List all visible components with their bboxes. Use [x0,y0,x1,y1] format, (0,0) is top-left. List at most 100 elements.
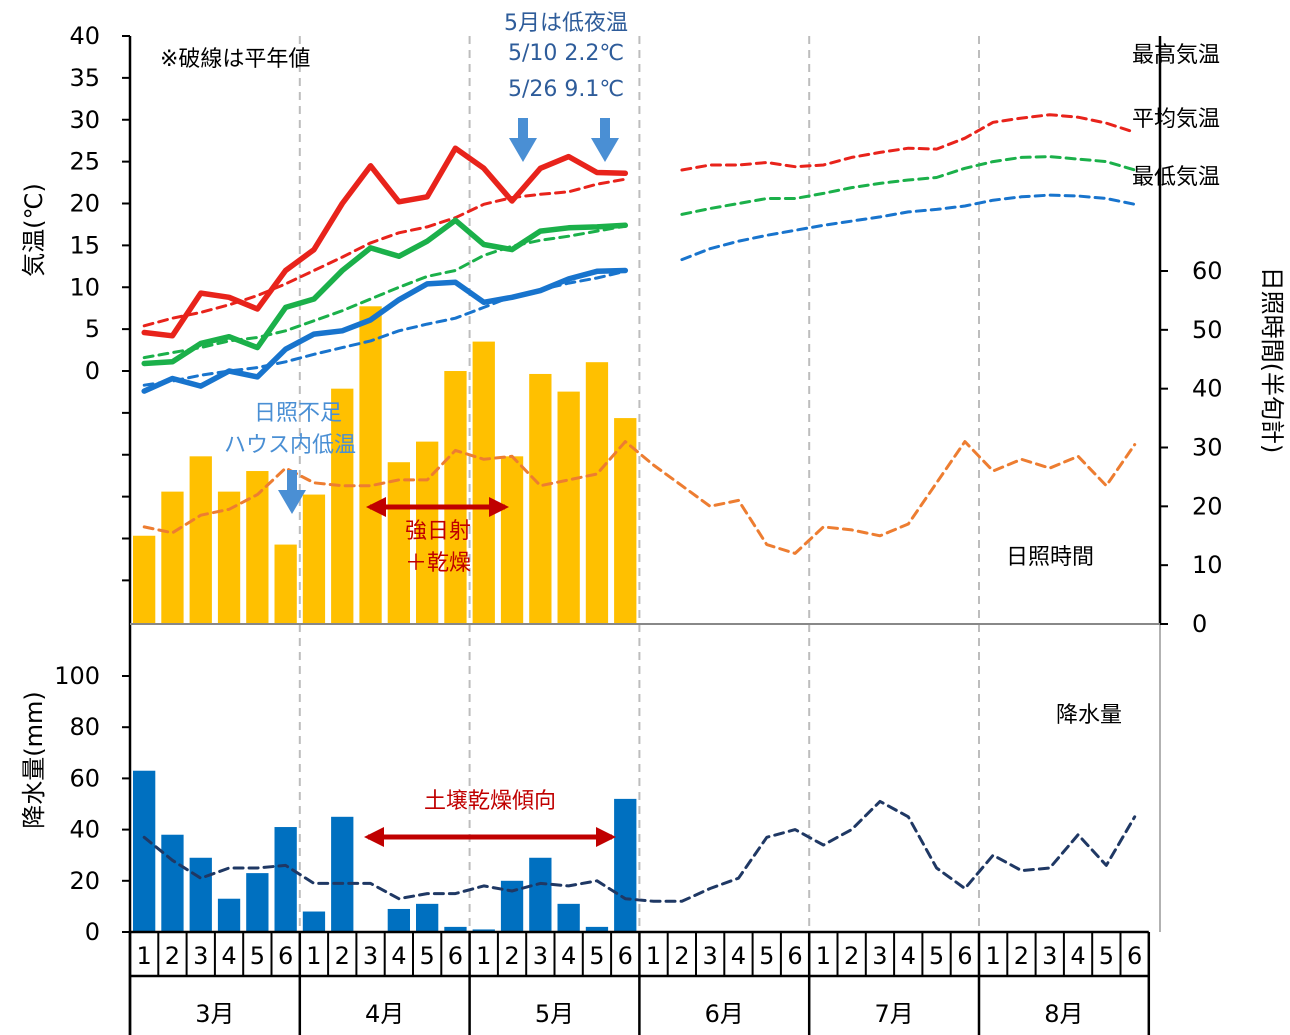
x-period-label: 5 [250,942,265,970]
x-period-label: 3 [703,942,718,970]
temp-tick-label: 20 [69,190,100,218]
x-period-label: 6 [957,942,972,970]
precip-bar [161,834,184,932]
precip-label: 降水量 [1056,703,1122,728]
sunshine-tick-label: 10 [1192,551,1223,579]
x-period-label: 4 [1070,942,1085,970]
avg-temp-line [141,217,629,367]
precip-bar [500,880,524,932]
x-period-label: 1 [986,942,1001,970]
line-series [141,113,1137,903]
sunshine-bar [529,373,552,624]
sunshine-bar [359,306,382,624]
x-month-label: 6月 [705,1000,744,1028]
temp-tick-label: 5 [85,315,100,343]
precip-bar [529,857,552,932]
precip-axis-title: 降水量(mm) [20,691,48,828]
max-temp-normal-line [142,113,1137,328]
precip-bar [585,926,609,932]
x-period-label: 1 [137,942,152,970]
x-period-label: 2 [504,942,519,970]
legend-max-temp: 最高気温 [1132,43,1220,68]
precip-normal-line [142,799,1137,903]
sunshine-bar [557,391,580,624]
sunshine-bar [133,535,156,624]
x-period-label: 6 [448,942,463,970]
down-arrow-icon [509,118,537,162]
down-arrow-icon [591,118,619,162]
dryness-label: ＋乾燥 [405,551,471,576]
precip-tick-label: 20 [69,867,100,895]
precip-bar [387,908,410,932]
x-period-label: 2 [674,942,689,970]
soil-dry-label: 土壌乾燥傾向 [424,789,556,814]
sunshine-bar [302,494,326,624]
x-period-label: 3 [872,942,887,970]
sunshine-bar [331,388,354,624]
sunshine-tick-label: 30 [1192,434,1223,462]
sunshine-bar [246,471,269,624]
strong-sun-label: 強日射 [405,519,471,544]
low-night-date-2: 5/26 9.1℃ [508,77,624,102]
sunshine-normal-line [142,440,1137,555]
precip-bar [302,911,326,932]
bar-series [133,306,637,932]
sunshine-tick-label: 0 [1192,610,1207,638]
x-period-label: 5 [1099,942,1114,970]
x-period-label: 5 [589,942,604,970]
precip-bar [133,770,156,932]
sunshine-bar [614,418,637,624]
x-period-label: 4 [391,942,406,970]
x-period-label: 2 [165,942,180,970]
sunshine-tick-label: 20 [1192,492,1223,520]
x-period-label: 3 [533,942,548,970]
avg-temp-normal-line [142,155,1137,360]
x-period-label: 6 [787,942,802,970]
legend-avg-temp: 平均気温 [1132,107,1220,132]
x-period-label: 3 [193,942,208,970]
x-month-label: 3月 [195,1000,234,1028]
precip-bar [246,873,269,932]
temp-tick-label: 15 [69,231,100,259]
temp-tick-label: 35 [69,64,100,92]
temp-tick-label: 25 [69,148,100,176]
precip-bar [472,929,495,932]
sunshine-tick-label: 50 [1192,316,1223,344]
x-month-label: 7月 [874,1000,913,1028]
x-period-label: 4 [901,942,916,970]
max-temp-line [141,145,629,339]
month-grid [298,36,980,932]
x-period-label: 1 [816,942,831,970]
sunshine-bar [500,456,524,624]
x-period-label: 4 [731,942,746,970]
tick-labels: 4035302520151050605040302010010080604020… [54,22,1222,1028]
sunshine-bar [161,491,184,624]
x-month-label: 8月 [1044,1000,1083,1028]
x-period-label: 3 [1042,942,1057,970]
temp-tick-label: 10 [69,273,100,301]
x-period-label: 1 [476,942,491,970]
precip-bar [331,816,354,932]
temp-axis-title: 気温(℃) [20,183,48,277]
precip-tick-label: 80 [69,713,100,741]
x-month-label: 4月 [365,1000,404,1028]
sunshine-tick-label: 60 [1192,257,1223,285]
axes [122,35,1168,1035]
sunshine-label: 日照時間 [1006,545,1094,570]
precip-tick-label: 40 [69,816,100,844]
low-night-title: 5月は低夜温 [504,11,628,36]
temp-tick-label: 40 [69,22,100,50]
sunshine-bar [585,362,609,624]
x-period-label: 4 [561,942,576,970]
x-period-label: 3 [363,942,378,970]
precip-tick-label: 100 [54,662,100,690]
greenhouse-low-temp-label: ハウス内低温 [224,433,356,458]
sunshine-bar [189,456,212,624]
legend-min-temp: 最低気温 [1132,165,1220,190]
sunshine-shortage-label: 日照不足 [254,401,342,426]
x-period-label: 2 [335,942,350,970]
sunshine-bar [472,341,495,624]
sunshine-bar [274,544,297,624]
x-period-label: 2 [844,942,859,970]
